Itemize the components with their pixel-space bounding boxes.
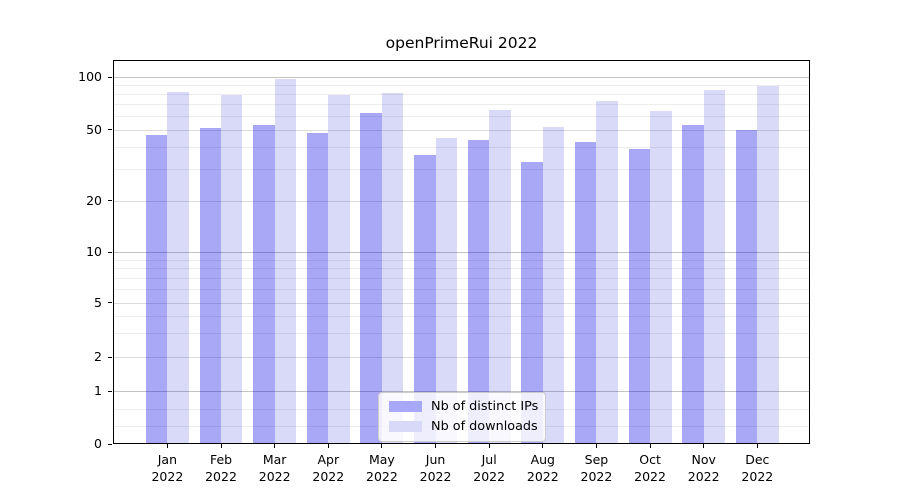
bar-downloads-may: [381, 93, 404, 444]
legend-row-downloads: Nb of downloads: [389, 419, 538, 434]
y-tick-mark-5: [108, 302, 112, 304]
gridline-minor: [113, 333, 810, 335]
plot-area: Nb of distinct IPs Nb of downloads 100 50 2…: [78, 60, 810, 484]
bar-ips-mar: [253, 125, 275, 444]
gridline-minor: [113, 259, 810, 261]
gridline-50: [113, 129, 810, 131]
x-tick-mark-oct: [649, 444, 651, 448]
gridline-minor: [113, 104, 810, 106]
gridline-minor: [113, 315, 810, 317]
gridline-minor: [113, 94, 810, 96]
x-tick-mark-sep: [595, 444, 597, 448]
gridline-5: [113, 302, 810, 304]
x-tick-mark-aug: [542, 444, 544, 448]
legend-swatch-icon: [389, 401, 422, 412]
y-tick-mark-1: [108, 390, 112, 392]
gridline-2: [113, 357, 810, 359]
y-tick-label-1: 1: [94, 383, 102, 398]
bar-downloads-jun: [435, 138, 457, 444]
legend: Nb of distinct IPs Nb of downloads: [378, 392, 546, 442]
bar-ips-oct: [628, 149, 651, 444]
bar-downloads-feb: [221, 94, 243, 444]
bar-ips-aug: [521, 162, 543, 444]
x-tick-label-oct: Oct 2022: [634, 452, 666, 484]
legend-swatch-icon: [389, 421, 422, 432]
x-tick-label-sep: Sep 2022: [580, 452, 613, 484]
chart-title: openPrimeRui 2022: [385, 34, 538, 52]
y-tick-mark-0: [108, 443, 112, 445]
gridline-minor: [113, 115, 810, 117]
y-tick-label-100: 100: [78, 69, 102, 84]
gridline-minor: [113, 289, 810, 291]
x-tick-mark-jun: [435, 444, 437, 448]
bar-downloads-jul: [489, 109, 511, 444]
gridline-minor: [113, 85, 810, 87]
gridline-minor: [113, 147, 810, 149]
bar-ips-dec: [735, 129, 758, 444]
x-tick-label-nov: Nov 2022: [687, 452, 720, 484]
bar-ips-jan: [145, 134, 168, 444]
x-tick-label-dec: Dec 2022: [741, 452, 774, 484]
x-tick-mark-jul: [488, 444, 490, 448]
x-tick-label-mar: Mar 2022: [258, 452, 291, 484]
y-tick-label-2: 2: [94, 349, 102, 365]
x-tick-label-jul: Jul 2022: [473, 452, 506, 484]
x-tick-label-jan: Jan 2022: [151, 452, 184, 484]
y-tick-label-50: 50: [86, 121, 102, 137]
gridline-100: [113, 77, 810, 78]
y-tick-mark-50: [108, 129, 112, 131]
y-tick-label-10: 10: [86, 244, 102, 259]
bar-ips-may: [360, 113, 382, 444]
y-tick-mark-10: [108, 251, 112, 253]
bar-downloads-oct: [650, 111, 672, 444]
x-tick-mark-jan: [166, 444, 168, 448]
x-tick-mark-nov: [703, 444, 705, 448]
gridline-minor: [113, 278, 810, 280]
bar-ips-nov: [682, 125, 704, 444]
gridline-minor: [113, 268, 810, 270]
x-tick-label-apr: Apr 2022: [312, 452, 345, 484]
y-tick-mark-20: [108, 200, 112, 202]
gridline-10: [113, 252, 810, 253]
y-tick-label-20: 20: [86, 192, 102, 208]
bar-downloads-sep: [596, 101, 618, 444]
x-tick-mark-apr: [327, 444, 329, 448]
legend-row-ips: Nb of distinct IPs: [389, 399, 539, 414]
x-tick-mark-feb: [220, 444, 222, 448]
x-tick-label-may: May 2022: [366, 452, 398, 484]
y-tick-mark-100: [108, 76, 112, 78]
bar-ips-sep: [574, 141, 597, 444]
gridline-1: [113, 391, 810, 392]
x-tick-mark-dec: [756, 444, 758, 448]
bar-downloads-jan: [167, 92, 189, 444]
legend-label: Nb of distinct IPs: [431, 399, 539, 414]
y-tick-label-0: 0: [94, 436, 102, 451]
bar-downloads-aug: [542, 126, 565, 444]
bar-ips-feb: [199, 128, 222, 444]
bar-downloads-mar: [274, 78, 297, 444]
bar-ips-jul: [467, 139, 490, 444]
bar-downloads-nov: [703, 90, 726, 444]
x-tick-label-aug: Aug 2022: [526, 452, 559, 484]
bar-ips-apr: [306, 133, 329, 444]
x-tick-mark-may: [381, 444, 383, 448]
x-tick-label-jun: Jun 2022: [419, 452, 452, 484]
x-tick-label-feb: Feb 2022: [205, 452, 237, 484]
legend-label: Nb of downloads: [431, 419, 538, 434]
gridline-20: [113, 200, 810, 202]
x-tick-mark-mar: [274, 444, 276, 448]
bar-downloads-dec: [757, 85, 779, 444]
gridline-minor: [113, 169, 810, 171]
y-tick-label-5: 5: [94, 294, 102, 310]
bar-ips-jun: [414, 155, 436, 444]
bar-downloads-apr: [328, 94, 350, 444]
y-tick-mark-2: [108, 356, 112, 358]
